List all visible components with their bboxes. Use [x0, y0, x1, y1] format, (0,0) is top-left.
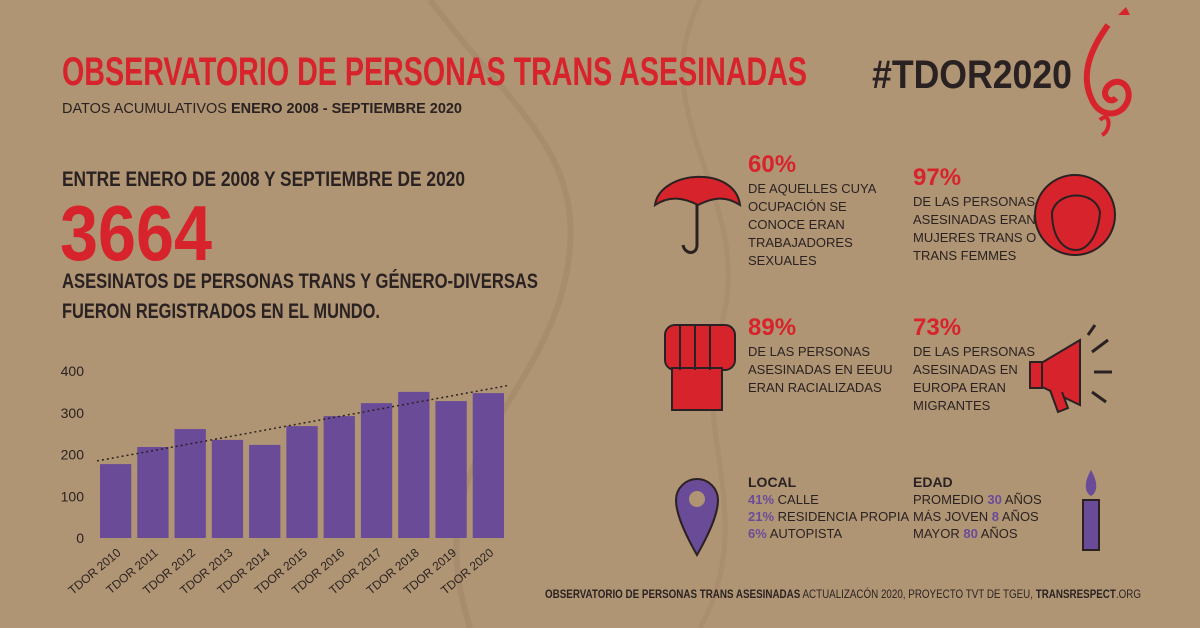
local-pct: 21%: [748, 509, 774, 524]
stat-line: OCUPACIÓN SE: [748, 199, 847, 214]
y-tick-label: 300: [61, 405, 85, 421]
hashtag: #TDOR2020: [872, 53, 1072, 97]
local-item: 21% RESIDENCIA PROPIA: [748, 509, 909, 524]
stat-line: SEXUALES: [748, 253, 817, 268]
edad-prefix: MAYOR: [913, 526, 960, 541]
stat-value: 97%: [913, 164, 961, 191]
umbrella-icon: [653, 175, 742, 254]
subtitle: DATOS ACUMULATIVOS ENERO 2008 - SEPTIEMB…: [62, 100, 462, 117]
edad-item: MAYOR 80 AÑOS: [913, 526, 1018, 541]
local-item: 41% CALLE: [748, 492, 819, 507]
stat-line: MUJERES TRANS O: [913, 230, 1036, 245]
bar: [323, 416, 355, 538]
stat-value: 60%: [748, 151, 796, 178]
stat-line: DE AQUELLES CUYA: [748, 181, 877, 196]
stat-line: MIGRANTES: [913, 398, 991, 413]
edad-suffix: AÑOS: [1005, 492, 1042, 507]
local-pct: 6%: [748, 526, 767, 541]
intro: ENTRE ENERO DE 2008 Y SEPTIEMBRE DE 2020: [62, 168, 465, 191]
bar: [249, 444, 281, 538]
edad-item: MÁS JOVEN 8 AÑOS: [913, 509, 1039, 524]
edad-value: 30: [987, 492, 1001, 507]
stat-line: ASESINADAS ERAN: [913, 212, 1036, 227]
y-tick-label: 100: [61, 488, 85, 504]
bar: [398, 391, 430, 538]
bar: [174, 429, 206, 538]
y-tick-label: 0: [76, 530, 84, 546]
megaphone-icon: [1029, 324, 1112, 414]
local-pct: 41%: [748, 492, 774, 507]
subtitle-range: ENERO 2008 - SEPTIEMBRE 2020: [231, 100, 462, 117]
bar: [99, 464, 132, 538]
stat-line: TRANS FEMMES: [913, 248, 1017, 263]
stat-line: CONOCE ERAN: [748, 217, 845, 232]
edad-suffix: AÑOS: [981, 526, 1018, 541]
footer-source: OBSERVATORIO DE PERSONAS TRANS ASESINADA…: [545, 587, 800, 601]
bar: [360, 403, 393, 538]
count: 3664: [60, 189, 212, 277]
stat-value: 89%: [748, 314, 796, 341]
edad-prefix: MÁS JOVEN: [913, 509, 988, 524]
stat-line: ASESINADAS EN EEUU: [748, 362, 893, 377]
local: LOCAL 41% CALLE 21% RESIDENCIA PROPIA 6%…: [748, 474, 909, 541]
stat-line: DE LAS PERSONAS: [748, 344, 870, 359]
edad-suffix: AÑOS: [1002, 509, 1039, 524]
stat-line: TRABAJADORES: [748, 235, 853, 250]
local-label: RESIDENCIA PROPIA: [778, 509, 910, 524]
bar: [137, 446, 169, 538]
edad-value: 8: [992, 509, 999, 524]
stat-value: 73%: [913, 314, 961, 341]
stat-line: ERAN RACIALIZADAS: [748, 380, 882, 395]
logo: [1083, 7, 1132, 137]
footer-site: TRANSRESPECT: [1036, 587, 1117, 601]
footer: OBSERVATORIO DE PERSONAS TRANS ASESINADA…: [545, 586, 1141, 601]
head-icon: [1034, 174, 1116, 256]
local-title: LOCAL: [748, 474, 797, 490]
summary-line: ASESINATOS DE PERSONAS TRANS Y GÉNERO-DI…: [62, 270, 538, 293]
pin-icon: [674, 478, 720, 558]
edad-item: PROMEDIO 30 AÑOS: [913, 492, 1042, 507]
y-tick-label: 200: [61, 447, 85, 463]
local-label: AUTOPISTA: [770, 526, 843, 541]
footer-tld: .ORG: [1116, 587, 1141, 601]
local-item: 6% AUTOPISTA: [748, 526, 843, 541]
stat-line: DE LAS PERSONAS: [913, 194, 1035, 209]
edad-title: EDAD: [913, 474, 953, 490]
stats: 60% DE AQUELLES CUYA OCUPACIÓN SE CONOCE ER…: [748, 151, 1036, 413]
stat-line: DE LAS PERSONAS: [913, 344, 1035, 359]
stat-line: ASESINADAS EN: [913, 362, 1018, 377]
edad-prefix: PROMEDIO: [913, 492, 984, 507]
bar: [211, 439, 244, 538]
edad-value: 80: [963, 526, 977, 541]
stat-line: EUROPA ERAN: [913, 380, 1006, 395]
bar: [435, 401, 467, 538]
y-tick-label: 400: [61, 363, 85, 379]
bar: [472, 393, 505, 538]
fist-icon: [664, 324, 736, 411]
title: OBSERVATORIO DE PERSONAS TRANS ASESINADA…: [62, 50, 807, 94]
bar: [286, 426, 318, 538]
subtitle-prefix: DATOS ACUMULATIVOS: [62, 100, 227, 117]
candle-icon: [1082, 470, 1100, 551]
local-label: CALLE: [778, 492, 820, 507]
edad: EDAD PROMEDIO 30 AÑOS MÁS JOVEN 8 AÑOS M…: [913, 474, 1042, 541]
summary-line: FUERON REGISTRADOS EN EL MUNDO.: [62, 300, 380, 323]
footer-detail: ACTUALIZACÓN 2020, PROYECTO TVT DE TGEU,: [802, 586, 1033, 601]
